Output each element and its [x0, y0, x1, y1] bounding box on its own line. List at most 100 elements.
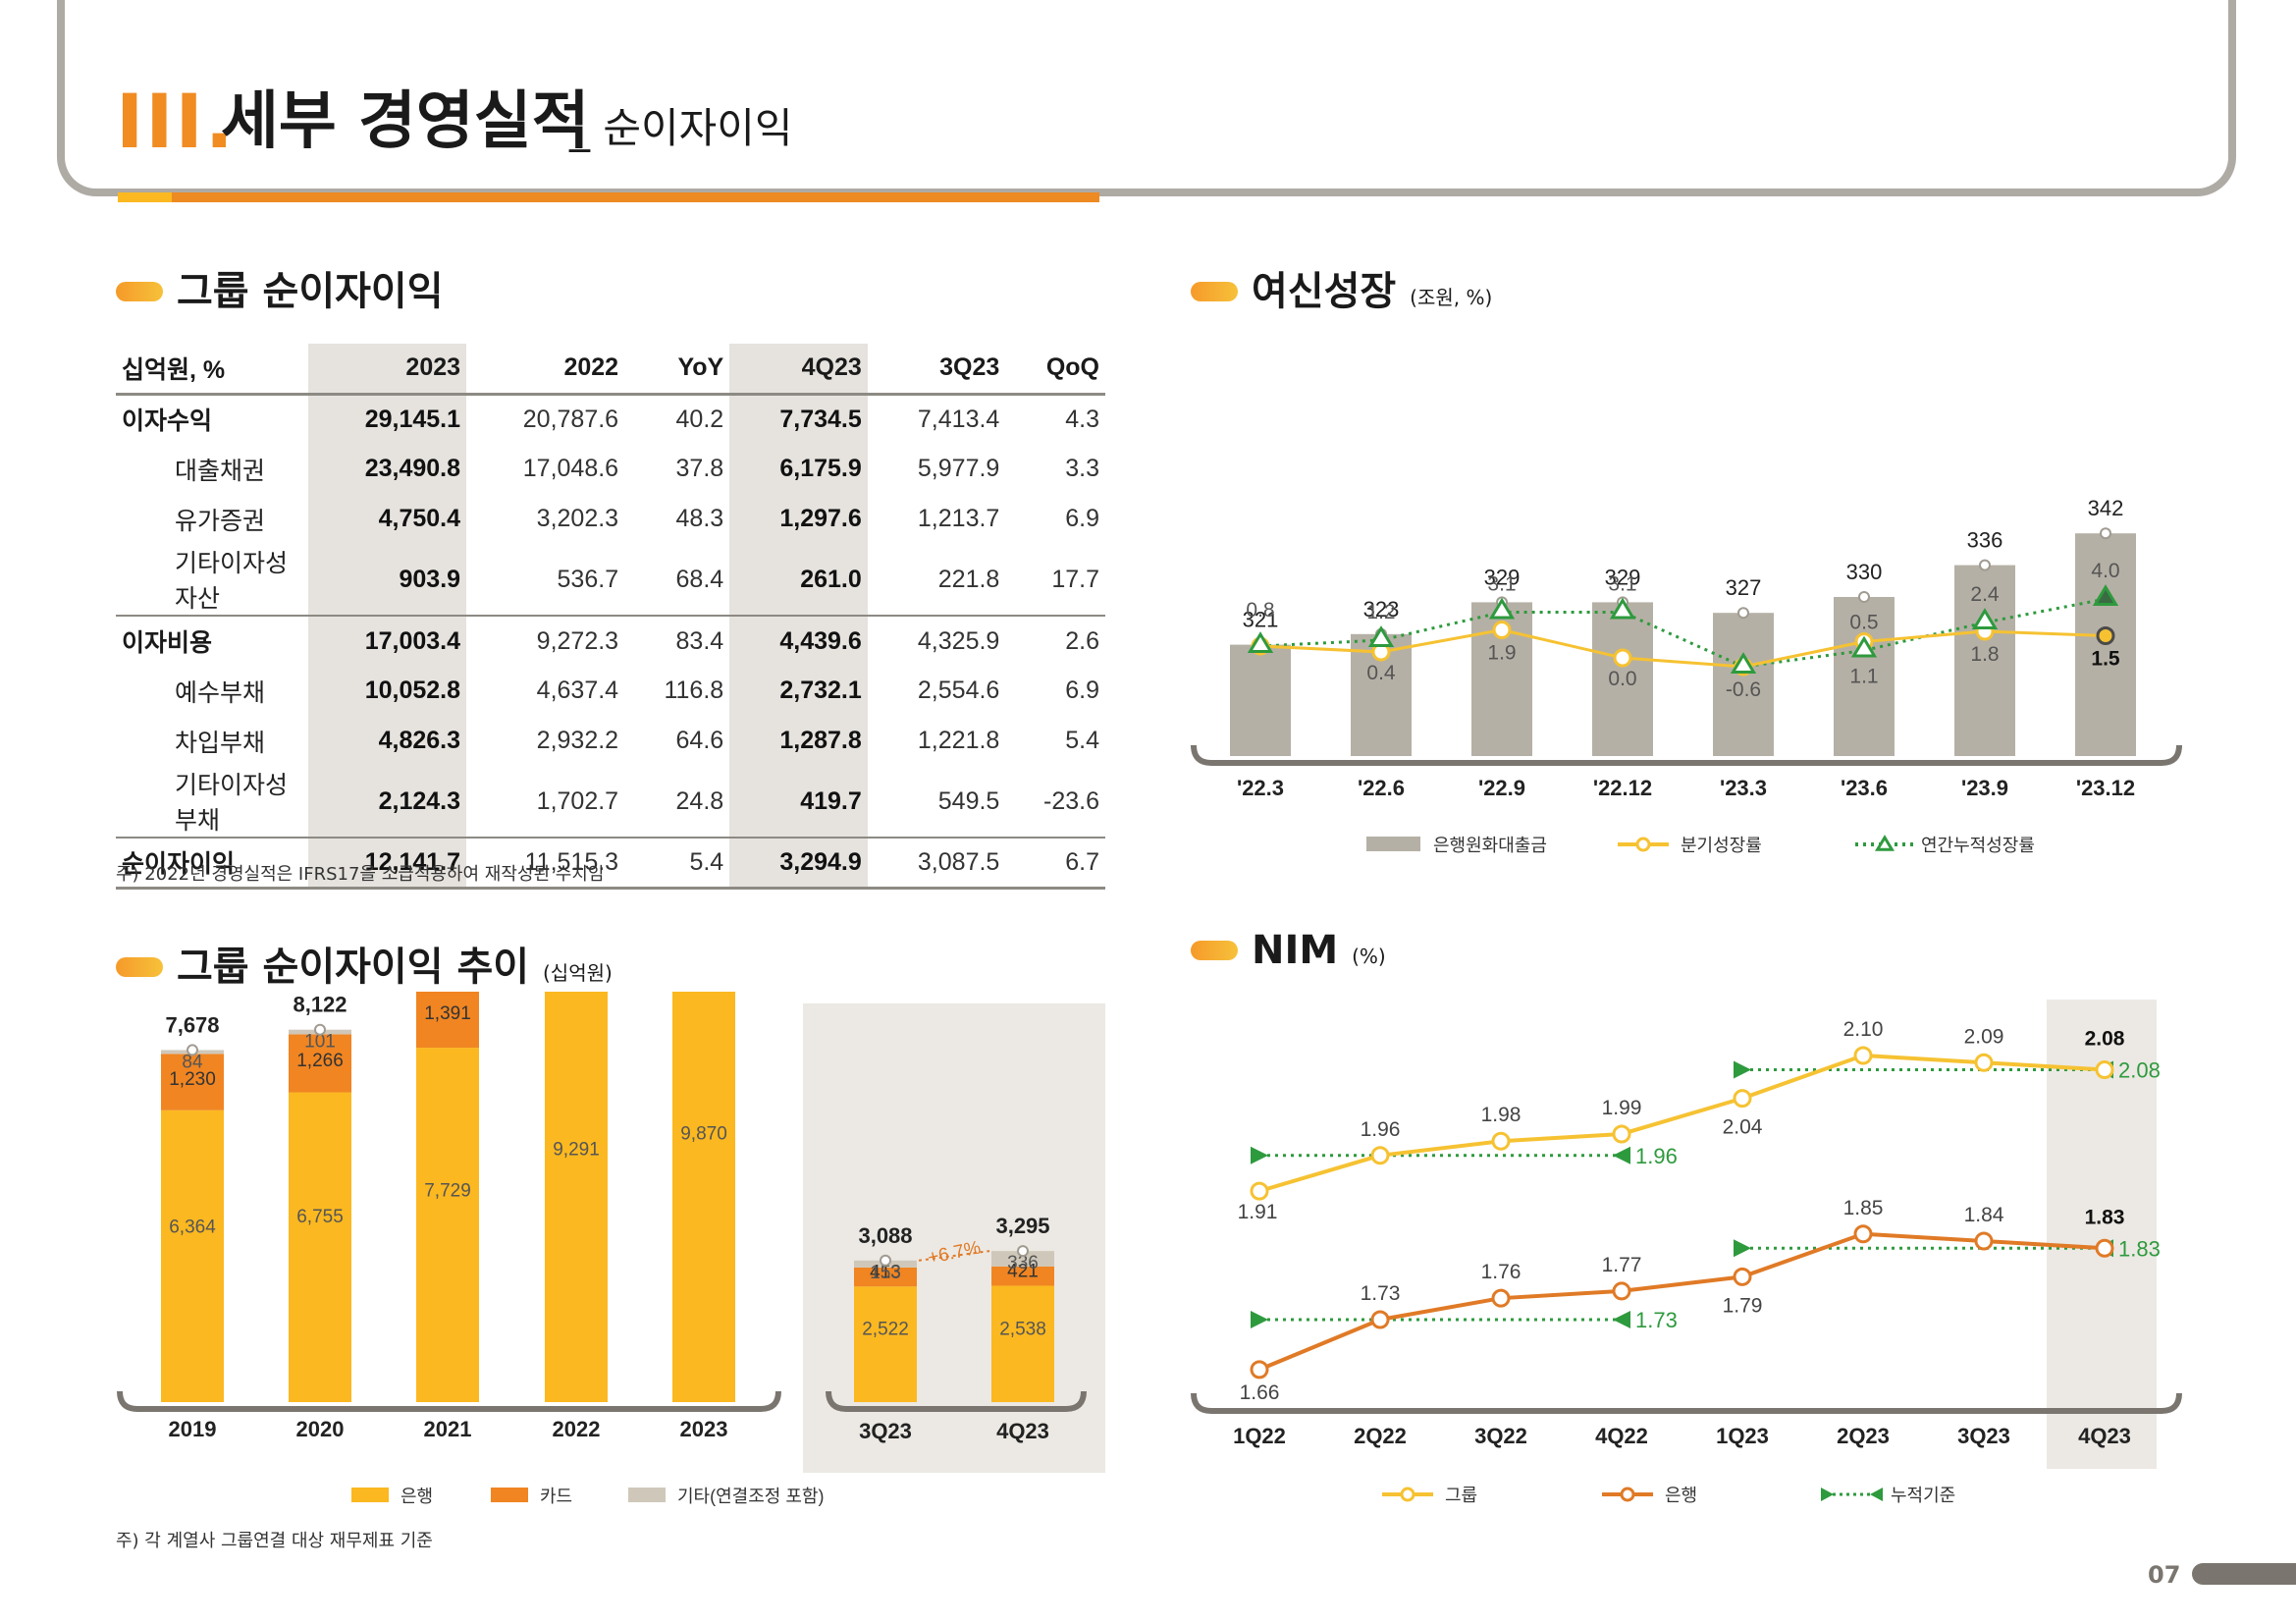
- loan-bar: [1834, 597, 1895, 756]
- table-cell: 549.5: [937, 786, 1000, 815]
- row-label: 대출채권: [175, 457, 266, 485]
- table-cell: 5.4: [1065, 727, 1099, 754]
- table-cell: 3.3: [1065, 455, 1099, 482]
- table-cell: 4.3: [1005, 393, 1105, 444]
- row-label: 예수부채: [175, 678, 266, 707]
- table-cell: 5,977.9: [917, 455, 1000, 482]
- legend-label-group: 그룹: [1445, 1486, 1477, 1505]
- quarterly-growth-point: [1613, 648, 1632, 668]
- loans-chart: 321 323 329 329 327 330 336 342 0.8 0.4 1.2 1.9 3.1 0…: [1191, 496, 2182, 855]
- loan-bar-label: 330: [1846, 560, 1883, 584]
- table-cell: 10,052.8: [308, 666, 467, 716]
- quarterly-growth-label: 0.4: [1366, 662, 1396, 684]
- x-tick-label: '22.9: [1478, 776, 1525, 800]
- loan-bar-cap: [1737, 607, 1749, 620]
- group-nim-label: 2.10: [1843, 1018, 1884, 1041]
- table-cell: 4,750.4: [308, 494, 467, 544]
- x-tick-label: '23.6: [1841, 776, 1888, 800]
- page-number: 07: [2148, 1561, 2181, 1589]
- stack-segment-card: [289, 1034, 351, 1093]
- table-cell: 17,048.6: [522, 455, 619, 482]
- segment-label-card: 421: [1007, 1262, 1039, 1282]
- table-cell: 17.7: [1051, 565, 1099, 593]
- quarterly-panel-bg: [803, 1003, 1105, 1473]
- group-nim-point: [1733, 1089, 1752, 1109]
- cumulative-growth-point: [1730, 652, 1757, 674]
- section-marker-icon: [1191, 941, 1238, 960]
- x-tick-label: '23.12: [2076, 776, 2135, 800]
- growth-connector: [918, 1250, 990, 1262]
- legend-label-loans: 은행원화대출금: [1433, 836, 1547, 855]
- header-underline: [118, 192, 1099, 202]
- nim-axis: [1191, 1392, 2182, 1414]
- quarterly-growth-label: 0.8: [1246, 599, 1274, 622]
- quarterly-growth-label: 1.1: [1849, 666, 1878, 688]
- table-header-qoq: QoQ: [1005, 344, 1105, 396]
- bank-nim-point: [1491, 1288, 1511, 1308]
- segment-label-other: 336: [1007, 1253, 1039, 1273]
- loan-bar-cap: [1979, 559, 1991, 571]
- legend-marker-bank: [1620, 1487, 1635, 1502]
- loan-bar: [1592, 602, 1653, 756]
- bank-nim-point: [1853, 1224, 1873, 1244]
- stack-total-label: 7,678: [165, 1012, 219, 1037]
- x-tick-label: 4Q23: [2078, 1424, 2131, 1448]
- table-cell: 23,490.8: [308, 444, 467, 494]
- row-label: 이자수익: [116, 393, 308, 444]
- nim-unit: (%): [1352, 945, 1386, 968]
- table-cell: 1,221.8: [917, 727, 1000, 754]
- cumulative-end-marker: [1613, 1146, 1630, 1164]
- legend-marker-cumulative: [1875, 835, 1895, 851]
- x-tick-label: 4Q22: [1595, 1424, 1648, 1448]
- cumulative-growth-point: [2092, 584, 2119, 606]
- bank-nim-point: [1974, 1231, 1994, 1251]
- group-nim-point: [1853, 1046, 1873, 1065]
- group-nim-point: [1250, 1181, 1269, 1201]
- loan-bar-cap: [2100, 527, 2111, 540]
- table-cell: 3,202.3: [536, 505, 619, 532]
- quarterly-growth-label: 0.0: [1608, 668, 1636, 690]
- group-nim-label: 1.98: [1481, 1104, 1522, 1126]
- row-label: 이자비용: [116, 615, 308, 666]
- x-tick-label: 2019: [169, 1417, 217, 1441]
- loan-bar-label: 329: [1484, 565, 1521, 589]
- trend-unit: (십억원): [543, 961, 613, 985]
- table-cell: 48.3: [675, 505, 724, 532]
- cumulative-end-marker: [1613, 1310, 1630, 1328]
- x-tick-label: 2Q22: [1354, 1424, 1407, 1448]
- legend-label: 은행: [400, 1487, 433, 1506]
- quarterly-growth-point: [1492, 621, 1512, 639]
- x-tick-label: '23.9: [1961, 776, 2008, 800]
- bank-nim-label: 1.79: [1723, 1294, 1763, 1317]
- group-nim-point: [1612, 1124, 1631, 1144]
- legend-swatch: [628, 1488, 666, 1502]
- trend-footnote: 주) 각 계열사 그룹연결 대상 재무제표 기준: [116, 1531, 433, 1551]
- cumulative-label: 1.73: [1635, 1308, 1678, 1332]
- cumulative-growth-point: [1367, 625, 1395, 647]
- table-cell: 1,297.6: [729, 494, 868, 544]
- table-cell: 3,294.9: [729, 837, 868, 890]
- x-tick-label: 3Q23: [1957, 1424, 2010, 1448]
- stack-total-label: 3,295: [995, 1214, 1049, 1238]
- segment-label-card: 413: [870, 1263, 901, 1283]
- loans-unit: (조원, %): [1410, 286, 1493, 309]
- section-title-nii: 그룹 순이자이익: [177, 269, 444, 314]
- section-marker-icon: [1191, 282, 1238, 301]
- segment-label-other: 153: [870, 1263, 901, 1283]
- legend-marker-group: [1400, 1487, 1415, 1502]
- table-cell: 1,287.8: [729, 716, 868, 766]
- table-cell: 4,637.4: [536, 677, 619, 704]
- table-cell: 40.2: [624, 393, 730, 444]
- nim-title-text: NIM: [1252, 928, 1339, 973]
- legend-label-cumulative: 연간누적성장률: [1921, 836, 2035, 855]
- table-cell: 29,145.1: [308, 393, 467, 444]
- segment-label-other: 84: [182, 1052, 203, 1072]
- table-cell: 536.7: [557, 565, 619, 593]
- table-cell: 68.4: [675, 565, 724, 593]
- cumulative-growth-label: 4.0: [2091, 560, 2119, 582]
- cumulative-start-marker: [1251, 1310, 1268, 1328]
- table-cell: 12,141.7: [308, 837, 467, 890]
- table-header-unit: 십억원, %: [116, 344, 308, 396]
- loan-bar: [1230, 644, 1291, 756]
- table-cell: 2,124.3: [308, 766, 467, 838]
